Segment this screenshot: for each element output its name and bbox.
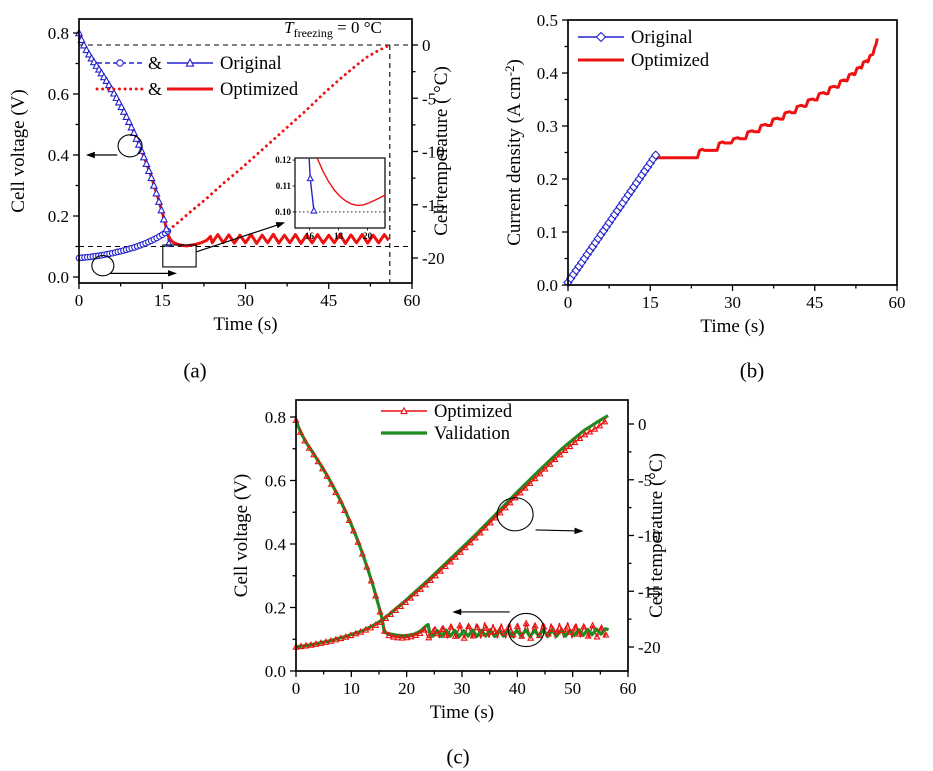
svg-text:0.10: 0.10 xyxy=(275,207,291,217)
svg-text:0: 0 xyxy=(422,36,431,55)
svg-text:-5: -5 xyxy=(422,89,436,108)
svg-text:0.4: 0.4 xyxy=(48,146,70,165)
svg-text:-15: -15 xyxy=(638,582,661,601)
svg-text:30: 30 xyxy=(724,293,741,312)
svg-text:60: 60 xyxy=(620,679,637,698)
svg-text:0.11: 0.11 xyxy=(276,181,292,191)
svg-text:0.6: 0.6 xyxy=(265,472,286,491)
caption-a: (a) xyxy=(183,358,207,383)
annotations: Tfreezing = 0 °C xyxy=(85,18,382,277)
svg-text:0.2: 0.2 xyxy=(537,170,558,189)
series-markers xyxy=(74,28,174,262)
svg-text:0.5: 0.5 xyxy=(537,11,558,30)
series-markers xyxy=(292,416,610,650)
axes: 0 15 30 45 60 0.0 0.1 0.2 0.3 0.4 0.5 Time (s) Curre… xyxy=(502,11,906,337)
svg-text:-5: -5 xyxy=(638,471,652,490)
svg-text:0: 0 xyxy=(638,415,647,434)
svg-text:50: 50 xyxy=(564,679,581,698)
svg-text:40: 40 xyxy=(509,679,526,698)
svg-text:0.3: 0.3 xyxy=(537,117,558,136)
legend-label-optimized: Optimized xyxy=(220,80,299,100)
svg-text:0.0: 0.0 xyxy=(537,276,558,295)
svg-text:&: & xyxy=(148,79,162,99)
axes: 0 15 30 45 60 0.0 0.2 0.4 0.6 0.8 0 -5 -10 -15 -20 Time… xyxy=(8,24,452,335)
svg-text:15: 15 xyxy=(154,291,171,310)
axis-indicator-circle xyxy=(496,497,534,532)
x-axis-label: Time (s) xyxy=(213,314,277,335)
legend: Original Optimized xyxy=(578,28,710,71)
svg-text:30: 30 xyxy=(237,291,254,310)
x-axis-label: Time (s) xyxy=(700,316,764,337)
svg-text:16: 16 xyxy=(305,231,315,241)
axis-indicator-circle xyxy=(91,255,115,277)
series-inset-optimized xyxy=(316,158,385,207)
svg-text:15: 15 xyxy=(642,293,659,312)
svg-text:0: 0 xyxy=(292,679,301,698)
svg-text:-10: -10 xyxy=(638,527,661,546)
svg-text:0: 0 xyxy=(75,291,84,310)
freezing-temperature-annotation: Tfreezing = 0 °C xyxy=(284,18,382,40)
y-axis-label-right: Cell temperature ( °C) xyxy=(431,66,452,236)
svg-text:0: 0 xyxy=(564,293,573,312)
legend: & Original & Optimized xyxy=(95,53,299,100)
svg-text:0.0: 0.0 xyxy=(48,268,69,287)
chart-b-current-density: 0 15 30 45 60 0.0 0.1 0.2 0.3 0.4 0.5 Time (s) Curre… xyxy=(502,11,906,337)
svg-text:0.4: 0.4 xyxy=(265,535,287,554)
series-lines xyxy=(294,414,610,649)
legend-label-original: Original xyxy=(631,28,693,48)
svg-text:0.0: 0.0 xyxy=(265,662,286,681)
svg-text:45: 45 xyxy=(320,291,337,310)
svg-text:20: 20 xyxy=(363,231,373,241)
legend-label-original: Original xyxy=(220,54,282,74)
svg-text:0.8: 0.8 xyxy=(48,24,69,43)
y-axis-label-left: Cell voltage (V) xyxy=(8,89,29,212)
series-lines xyxy=(566,38,879,284)
series-markers xyxy=(563,150,661,288)
svg-text:0.2: 0.2 xyxy=(265,599,286,618)
y-axis-label-left: Current density (A cm-2) xyxy=(502,59,525,246)
svg-text:-20: -20 xyxy=(638,638,661,657)
svg-text:0.6: 0.6 xyxy=(48,85,69,104)
series-temp-validation xyxy=(295,414,609,649)
legend-label-validation: Validation xyxy=(434,424,510,444)
svg-text:60: 60 xyxy=(404,291,421,310)
zoom-region-rect xyxy=(162,244,197,268)
caption-b: (b) xyxy=(739,358,765,383)
x-axis-label: Time (s) xyxy=(430,702,494,723)
axes: 0 10 20 30 40 50 60 0.0 0.2 0.4 0.6 0.8 0 -5 -10 -15 -20… xyxy=(231,408,667,723)
svg-text:30: 30 xyxy=(454,679,471,698)
svg-text:0.1: 0.1 xyxy=(537,223,558,242)
y-axis-label-left: Cell voltage (V) xyxy=(231,474,252,597)
series-temp-optimized xyxy=(77,43,392,260)
svg-text:0.4: 0.4 xyxy=(537,64,559,83)
svg-text:-20: -20 xyxy=(422,249,445,268)
legend-label-optimized: Optimized xyxy=(631,51,710,71)
axis-indicator-circle xyxy=(507,612,545,648)
legend-label-optimized: Optimized xyxy=(434,402,513,422)
chart-c-validation: 0 10 20 30 40 50 60 0.0 0.2 0.4 0.6 0.8 0 -5 -10 -15 -20… xyxy=(231,399,667,723)
svg-text:-10: -10 xyxy=(422,143,445,162)
svg-text:18: 18 xyxy=(334,231,344,241)
svg-text:&: & xyxy=(148,53,162,73)
svg-text:20: 20 xyxy=(398,679,415,698)
axis-indicator-circle xyxy=(117,134,143,158)
y-axis-label-right: Cell temperature (°C) xyxy=(646,453,667,618)
inset-zoom-plot: 16 18 20 0.10 0.11 0.12 xyxy=(275,155,386,241)
chart-a-voltage-temperature: 0 15 30 45 60 0.0 0.2 0.4 0.6 0.8 0 -5 -10 -15 -20 Time… xyxy=(8,18,452,335)
svg-text:10: 10 xyxy=(343,679,360,698)
annotations xyxy=(452,497,584,648)
series-temp-optimized xyxy=(295,420,607,648)
svg-text:60: 60 xyxy=(889,293,906,312)
svg-text:0.12: 0.12 xyxy=(275,155,291,165)
svg-text:45: 45 xyxy=(806,293,823,312)
series-current-optimized xyxy=(566,38,879,284)
caption-c: (c) xyxy=(446,744,470,769)
svg-text:0.8: 0.8 xyxy=(265,408,286,427)
svg-text:0.2: 0.2 xyxy=(48,207,69,226)
svg-text:-15: -15 xyxy=(422,196,445,215)
